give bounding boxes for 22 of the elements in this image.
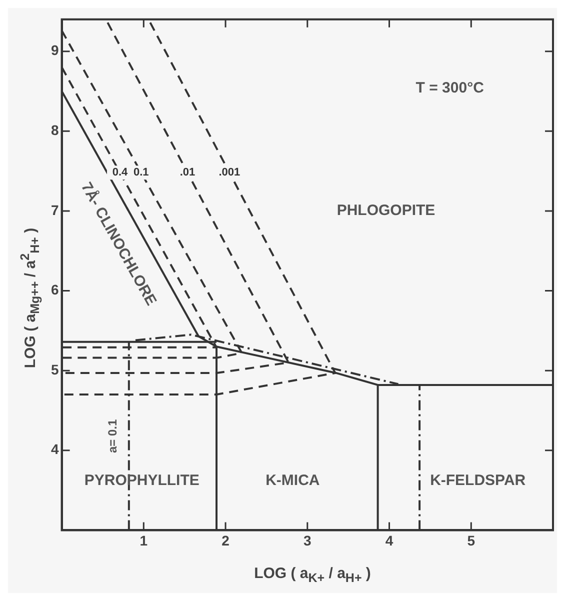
x-tick-label: 5 [467, 532, 476, 548]
x-tick-label: 2 [222, 532, 230, 548]
annotation: a= 0.1 [106, 419, 120, 454]
series-label: .01 [180, 166, 196, 179]
y-tick-label: 9 [50, 42, 59, 58]
series-label: 0.4 [112, 166, 128, 179]
annotation: PHLOGOPITE [336, 202, 436, 220]
x-tick-label: 3 [303, 532, 312, 548]
series-label: .001 [218, 166, 240, 179]
annotation: PYROPHYLLITE [84, 472, 200, 489]
y-tick-label: 6 [50, 282, 59, 298]
x-axis-title: LOG ( a$_{K+}$ / a$_{H+}$ ) [253, 565, 372, 585]
y-tick-label: 5 [50, 361, 59, 378]
x-tick-label: 4 [385, 532, 394, 548]
y-tick-label: 7 [50, 202, 59, 218]
annotation: K-FELDSPAR [430, 472, 526, 489]
series-label: 0.1 [133, 166, 149, 179]
y-tick-label: 4 [50, 441, 59, 458]
y-tick-label: 8 [50, 122, 59, 138]
x-tick-label: 1 [140, 532, 148, 548]
annotation: K-MICA [266, 472, 320, 489]
annotation: T = 300°C [416, 80, 484, 96]
